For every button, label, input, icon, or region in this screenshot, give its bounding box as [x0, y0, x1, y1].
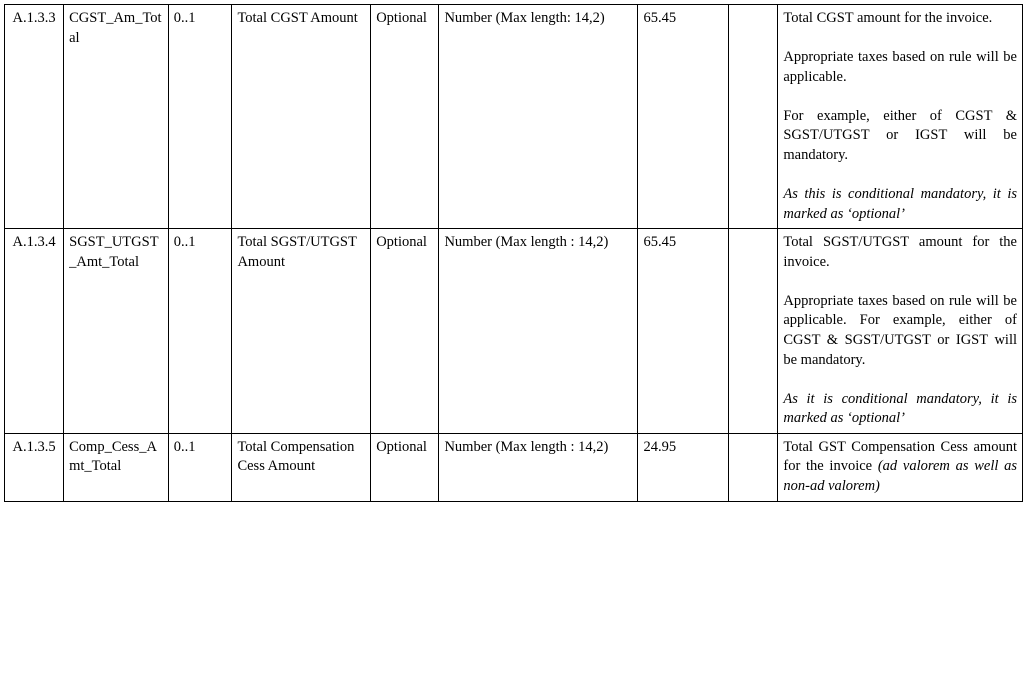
cell-sample: 65.45 [638, 229, 729, 434]
cell-cardinality: 0..1 [168, 229, 232, 434]
cell-blank [729, 433, 778, 501]
desc-paragraph: For example, either of CGST & SGST/UTGST… [783, 107, 1017, 166]
cell-id: A.1.3.5 [5, 433, 64, 501]
spec-table: A.1.3.3 CGST_Am_Total 0..1 Total CGST Am… [4, 4, 1023, 502]
desc-paragraph: Total CGST amount for the invoice. [783, 9, 1017, 29]
cell-cardinality: 0..1 [168, 5, 232, 229]
cell-label: Total Compensation Cess Amount [232, 433, 371, 501]
cell-blank [729, 229, 778, 434]
desc-paragraph-italic: As it is conditional mandatory, it is ma… [783, 390, 1017, 429]
desc-paragraph: Total SGST/UTGST amount for the invoice. [783, 233, 1017, 272]
cell-required: Optional [371, 433, 439, 501]
desc-paragraph: Appropriate taxes based on rule will be … [783, 292, 1017, 370]
cell-field: CGST_Am_Total [64, 5, 169, 229]
cell-sample: 65.45 [638, 5, 729, 229]
cell-datatype: Number (Max length: 14,2) [439, 5, 638, 229]
desc-paragraph: Total GST Compensation Cess amount for t… [783, 438, 1017, 497]
cell-field: SGST_UTGST_Amt_Total [64, 229, 169, 434]
desc-paragraph: Appropriate taxes based on rule will be … [783, 48, 1017, 87]
cell-field: Comp_Cess_Amt_Total [64, 433, 169, 501]
cell-required: Optional [371, 5, 439, 229]
cell-id: A.1.3.3 [5, 5, 64, 229]
table-row: A.1.3.4 SGST_UTGST_Amt_Total 0..1 Total … [5, 229, 1023, 434]
cell-cardinality: 0..1 [168, 433, 232, 501]
cell-datatype: Number (Max length : 14,2) [439, 229, 638, 434]
cell-description: Total CGST amount for the invoice. Appro… [778, 5, 1023, 229]
cell-description: Total SGST/UTGST amount for the invoice.… [778, 229, 1023, 434]
cell-required: Optional [371, 229, 439, 434]
cell-id: A.1.3.4 [5, 229, 64, 434]
cell-datatype: Number (Max length : 14,2) [439, 433, 638, 501]
cell-label: Total SGST/UTGST Amount [232, 229, 371, 434]
cell-blank [729, 5, 778, 229]
desc-paragraph-italic: As this is conditional mandatory, it is … [783, 185, 1017, 224]
table-row: A.1.3.5 Comp_Cess_Amt_Total 0..1 Total C… [5, 433, 1023, 501]
table-row: A.1.3.3 CGST_Am_Total 0..1 Total CGST Am… [5, 5, 1023, 229]
cell-label: Total CGST Amount [232, 5, 371, 229]
cell-sample: 24.95 [638, 433, 729, 501]
cell-description: Total GST Compensation Cess amount for t… [778, 433, 1023, 501]
